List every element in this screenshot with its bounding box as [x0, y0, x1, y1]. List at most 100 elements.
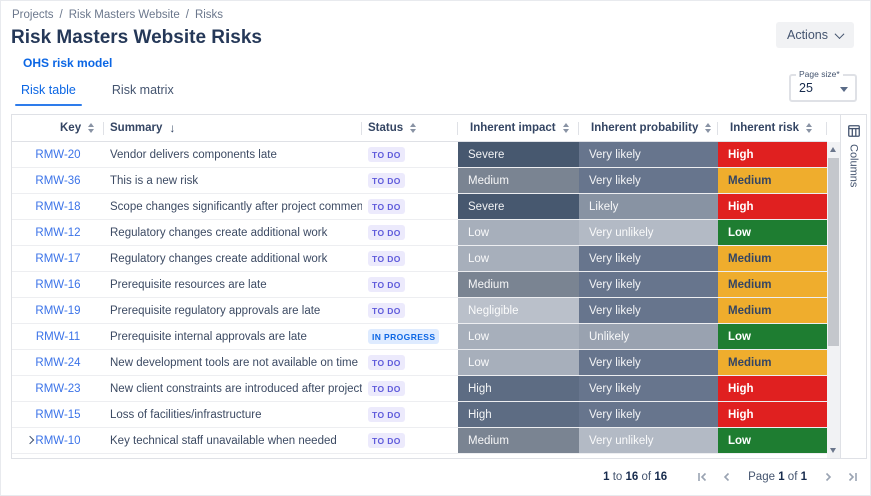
inherent-impact-cell: Low — [458, 324, 579, 349]
status-badge: TO DO — [368, 303, 405, 318]
range-to: 16 — [625, 471, 639, 483]
status-cell: TO DO — [362, 298, 458, 323]
status-cell: TO DO — [362, 376, 458, 401]
table-row[interactable]: RMW-18 Scope changes significantly after… — [12, 194, 827, 220]
issue-key-link[interactable]: RMW-15 — [35, 408, 81, 421]
breadcrumb: Projects / Risk Masters Website / Risks — [12, 9, 223, 21]
previous-page-button[interactable] — [723, 472, 731, 482]
range-of-word: of — [641, 471, 652, 483]
table-row[interactable]: RMW-15 Loss of facilities/infrastructure… — [12, 402, 827, 428]
table-body: RMW-20 Vendor delivers components late T… — [12, 142, 827, 458]
summary-cell: Prerequisite regulatory approvals are la… — [110, 304, 321, 317]
issue-key-link[interactable]: RMW-17 — [35, 252, 81, 265]
column-header-status[interactable]: Status — [362, 115, 458, 141]
summary-cell: New client constraints are introduced af… — [110, 382, 362, 395]
column-header-label: Inherent impact — [470, 122, 556, 134]
column-header-summary[interactable]: Summary ↓ — [104, 115, 362, 141]
inherent-impact-cell: High — [458, 376, 579, 401]
inherent-probability-cell: Very likely — [579, 376, 718, 401]
issue-key-link[interactable]: RMW-19 — [35, 304, 81, 317]
table-row[interactable]: RMW-19 Prerequisite regulatory approvals… — [12, 298, 827, 324]
inherent-probability-cell: Very likely — [579, 272, 718, 297]
scroll-down-icon[interactable] — [830, 448, 836, 453]
issue-key-link[interactable]: RMW-23 — [35, 382, 81, 395]
column-header-label: Inherent probability — [591, 122, 699, 134]
breadcrumb-separator: / — [185, 9, 189, 21]
inherent-impact-cell: Low — [458, 220, 579, 245]
range-from: 1 — [603, 471, 610, 483]
last-page-button[interactable] — [847, 472, 858, 482]
sort-updown-icon — [410, 123, 417, 133]
issue-key-link[interactable]: RMW-36 — [35, 174, 81, 187]
table-row[interactable]: RMW-24 New development tools are not ava… — [12, 350, 827, 376]
actions-button-label: Actions — [787, 28, 828, 42]
breadcrumb-project[interactable]: Risk Masters Website — [68, 9, 180, 21]
table-row[interactable]: RMW-17 Regulatory changes create additio… — [12, 246, 827, 272]
column-header-inherent-probability[interactable]: Inherent probability — [579, 115, 718, 141]
status-badge: TO DO — [368, 433, 405, 448]
issue-key-link[interactable]: RMW-20 — [35, 148, 81, 161]
inherent-risk-cell: Medium — [718, 168, 827, 193]
column-header-inherent-risk[interactable]: Inherent risk — [718, 115, 827, 141]
tab-risk-table[interactable]: Risk table — [15, 79, 82, 106]
first-page-button[interactable] — [697, 472, 708, 482]
inherent-risk-cell: High — [718, 402, 827, 427]
column-header-inherent-impact[interactable]: Inherent impact — [458, 115, 579, 141]
column-header-label: Key — [60, 122, 82, 134]
status-cell: TO DO — [362, 194, 458, 219]
inherent-risk-cell: Low — [718, 220, 827, 245]
inherent-risk-cell: Medium — [718, 246, 827, 271]
status-badge: TO DO — [368, 173, 405, 188]
issue-key-link[interactable]: RMW-24 — [35, 356, 81, 369]
actions-button[interactable]: Actions — [776, 22, 854, 48]
table-row[interactable]: RMW-23 New client constraints are introd… — [12, 376, 827, 402]
table-row[interactable]: RMW-16 Prerequisite resources are late T… — [12, 272, 827, 298]
table-row[interactable]: RMW-11 Prerequisite internal approvals a… — [12, 324, 827, 350]
table-row[interactable]: RMW-12 Regulatory changes create additio… — [12, 220, 827, 246]
inherent-impact-cell: Low — [458, 350, 579, 375]
scrollbar-thumb[interactable] — [828, 158, 839, 346]
chevron-down-icon — [834, 28, 845, 39]
breadcrumb-risks[interactable]: Risks — [194, 9, 224, 21]
key-cell: RMW-24 — [12, 350, 104, 375]
inherent-impact-cell: Medium — [458, 168, 579, 193]
breadcrumb-separator: / — [59, 9, 63, 21]
risk-table: Key Summary ↓ Status Inherent impact Inh… — [12, 115, 827, 458]
page-title: Risk Masters Website Risks — [11, 27, 262, 48]
breadcrumb-projects[interactable]: Projects — [12, 9, 54, 21]
inherent-impact-cell: Medium — [458, 428, 579, 453]
page-size-label: Page size* — [796, 69, 843, 79]
table-row[interactable]: RMW-36 This is a new risk TO DO Medium V… — [12, 168, 827, 194]
issue-key-link[interactable]: RMW-11 — [35, 330, 81, 343]
inherent-risk-cell: Medium — [718, 272, 827, 297]
issue-key-link[interactable]: RMW-12 — [35, 226, 81, 239]
table-row[interactable]: RMW-10 Key technical staff unavailable w… — [12, 428, 827, 454]
tab-bar: Risk table Risk matrix — [15, 79, 180, 106]
tab-risk-matrix[interactable]: Risk matrix — [111, 83, 174, 97]
inherent-probability-cell: Very likely — [579, 402, 718, 427]
page-size-select[interactable]: Page size* 25 — [789, 69, 857, 102]
pages-total: 1 — [800, 471, 807, 483]
scroll-up-icon[interactable] — [830, 147, 836, 152]
table-header-row: Key Summary ↓ Status Inherent impact Inh… — [12, 115, 827, 142]
column-header-key[interactable]: Key — [12, 115, 104, 141]
key-cell: RMW-36 — [12, 168, 104, 193]
inherent-probability-cell: Very likely — [579, 142, 718, 167]
inherent-risk-cell: Medium — [718, 298, 827, 323]
next-page-button[interactable] — [824, 472, 832, 482]
columns-panel-button[interactable]: Columns — [840, 115, 866, 458]
range-total: 16 — [654, 471, 668, 483]
table-row[interactable]: RMW-20 Vendor delivers components late T… — [12, 142, 827, 168]
expand-chevron-icon[interactable] — [25, 435, 35, 445]
issue-key-link[interactable]: RMW-10 — [35, 434, 81, 447]
summary-cell: This is a new risk — [110, 174, 199, 187]
key-cell: RMW-19 — [12, 298, 104, 323]
issue-key-link[interactable]: RMW-18 — [35, 200, 81, 213]
issue-key-link[interactable]: RMW-16 — [35, 278, 81, 291]
columns-panel-label: Columns — [847, 144, 860, 188]
inherent-probability-cell: Very likely — [579, 350, 718, 375]
inherent-risk-cell: High — [718, 194, 827, 219]
inherent-impact-cell: Severe — [458, 194, 579, 219]
risk-model-link[interactable]: OHS risk model — [23, 56, 113, 70]
